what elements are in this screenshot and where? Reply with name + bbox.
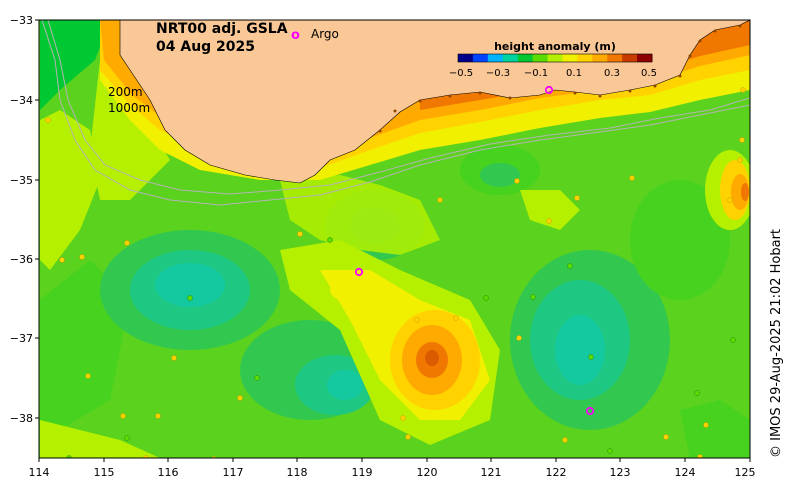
map-title: NRT00 adj. GSLA [156, 21, 288, 37]
colorbar-swatch [577, 54, 593, 62]
lon-tick-label: 115 [94, 466, 115, 479]
colorbar-swatch [458, 54, 474, 62]
lon-tick-label: 119 [352, 466, 373, 479]
colorbar-tick-label: 0.5 [641, 68, 657, 79]
argo-legend: o Argo [291, 27, 339, 43]
sla-field [40, 20, 750, 458]
lon-tick-label: 114 [29, 466, 50, 479]
lon-tick-label: 117 [223, 466, 244, 479]
colorbar-tick-label: −0.3 [486, 68, 510, 79]
lat-tick-labels: −33 −34 −35 −36 −37 −38 [10, 14, 33, 425]
colorbar-swatch [517, 54, 534, 62]
lat-tick-label: −36 [10, 253, 33, 266]
lat-tick-label: −35 [10, 174, 33, 187]
colorbar-title: height anomaly (m) [494, 40, 616, 53]
argo-floats [354, 85, 595, 416]
argo-float-marker [585, 406, 595, 416]
argo-float-marker [354, 267, 364, 277]
lon-tick-label: 122 [546, 466, 567, 479]
lat-tick-label: −37 [10, 332, 33, 345]
map-date: 04 Aug 2025 [156, 39, 255, 55]
lon-tick-label: 116 [158, 466, 179, 479]
colorbar-swatch [547, 54, 563, 62]
drifter-dots-green [66, 237, 736, 458]
colorbar-swatch [562, 54, 578, 62]
colorbar-swatch [607, 54, 623, 62]
map-plot-area [39, 20, 750, 458]
coastal-stations [378, 24, 742, 133]
drifter-dots [45, 87, 746, 458]
colorbar: height anomaly (m) −0.5 −0.3 −0.1 0.1 0.… [449, 40, 657, 79]
colorbar-swatches [458, 54, 653, 62]
lon-tick-label: 118 [287, 466, 308, 479]
argo-legend-symbol: o [291, 28, 300, 43]
colorbar-frame [457, 53, 653, 63]
lon-tick-label: 121 [481, 466, 502, 479]
lon-tick-label: 120 [417, 466, 438, 479]
colorbar-tick-label: 0.3 [604, 68, 620, 79]
lon-tick-label: 124 [675, 466, 696, 479]
isobath-200m-label: 200m [108, 85, 143, 99]
argo-legend-label: Argo [311, 27, 339, 41]
colorbar-swatch [487, 54, 504, 62]
plot-frame [38, 19, 751, 459]
isobath-1000m-label: 1000m [108, 101, 150, 115]
lat-tick-label: −38 [10, 412, 33, 425]
lat-tick-label: −33 [10, 14, 33, 27]
axis-tick-marks [35, 19, 751, 462]
colorbar-swatch [637, 54, 653, 62]
colorbar-swatch [502, 54, 519, 62]
colorbar-tick-label: 0.1 [566, 68, 582, 79]
colorbar-swatch [622, 54, 638, 62]
colorbar-tick-label: −0.1 [524, 68, 548, 79]
colorbar-swatch [592, 54, 608, 62]
argo-float-marker [544, 85, 554, 95]
lon-tick-label: 125 [735, 466, 756, 479]
lon-tick-label: 123 [610, 466, 631, 479]
colorbar-swatch [472, 54, 489, 62]
imos-credit: © IMOS 29-Aug-2025 21:02 Hobart [769, 229, 784, 458]
lon-tick-labels: 114 115 116 117 118 119 120 121 122 123 … [29, 466, 756, 479]
isobaths [41, 20, 750, 206]
colorbar-tick-label: −0.5 [449, 68, 473, 79]
lat-tick-label: −34 [10, 94, 33, 107]
colorbar-swatch [532, 54, 549, 62]
